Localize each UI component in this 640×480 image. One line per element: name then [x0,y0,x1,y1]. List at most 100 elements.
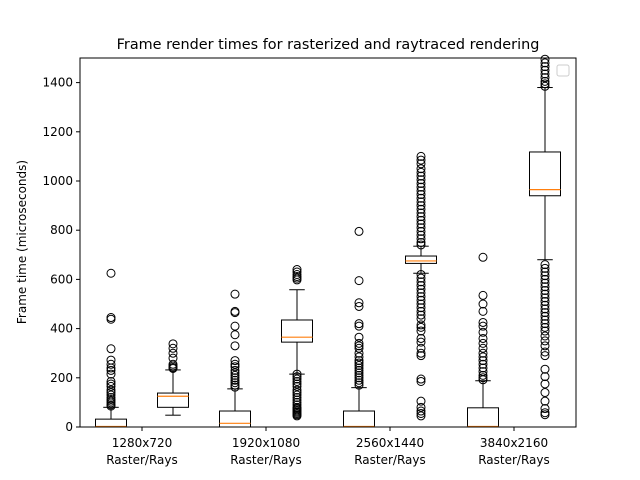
outlier-point [416,204,426,214]
outlier-point [292,369,302,379]
outlier-point [540,379,550,389]
chart-title: Frame render times for rasterized and ra… [117,37,540,53]
outlier-point [354,301,364,311]
outlier-point [354,321,364,331]
outlier-point [416,193,426,203]
outlier-point [354,363,364,373]
outlier-point [230,308,240,318]
box-iqr [157,392,189,408]
outlier-point [230,359,240,369]
outlier-point [416,310,426,320]
outlier-point [540,308,550,318]
outlier-point [354,356,364,366]
outlier-point [416,408,426,418]
outlier-point [540,54,550,64]
outlier-point [354,319,364,329]
outlier-point [416,406,426,416]
outlier-point [416,159,426,169]
outlier-point [416,299,426,309]
outlier-point [230,362,240,372]
outlier-point [354,370,364,380]
outlier-point [292,372,302,382]
outlier-point [416,226,426,236]
outlier-point [416,234,426,244]
x-tick-label-resolution: 3840x2160 [480,436,548,450]
outlier-point [354,332,364,342]
box-iqr [529,151,561,197]
outlier-point [230,289,240,299]
outlier-point [106,381,116,391]
outlier-point [540,311,550,321]
outlier-point [416,281,426,291]
outlier-point [540,81,550,91]
outlier-point [478,327,488,337]
outlier-point [540,326,550,336]
outlier-point [230,365,240,375]
outlier-point [416,343,426,353]
outlier-point [292,376,302,386]
outlier-point [540,322,550,332]
outlier-point [540,62,550,72]
outlier-point [540,289,550,299]
outlier-point [354,352,364,362]
outlier-point [416,288,426,298]
outlier-point [106,401,116,411]
x-tick-label-method: Raster/Rays [478,453,550,467]
outlier-point [416,292,426,302]
outlier-point [416,269,426,279]
outlier-point [230,375,240,385]
outlier-point [168,363,178,373]
outlier-point [540,336,550,346]
outlier-point [354,276,364,286]
outlier-point [540,396,550,406]
outlier-point [540,304,550,314]
outlier-point [354,380,364,390]
x-tick-label-method: Raster/Rays [106,453,178,467]
outlier-point [540,278,550,288]
outlier-point [168,343,178,353]
outlier-point [416,190,426,200]
outlier-point [416,351,426,361]
outlier-point [354,378,364,388]
outlier-point [416,337,426,347]
outlier-point [540,404,550,414]
outlier-point [230,368,240,378]
outlier-point [416,295,426,305]
x-tick-label-resolution: 1920x1080 [232,436,300,450]
outlier-point [106,379,116,389]
outlier-point [416,175,426,185]
box-iqr [281,319,313,343]
outlier-point [230,330,240,340]
outlier-point [292,400,302,410]
plot-frame [79,57,577,428]
outlier-point [478,333,488,343]
y-tick-label: 1400 [42,76,73,90]
outlier-point [478,321,488,331]
y-axis-label: Frame time (microseconds) [15,160,29,324]
outlier-point [540,319,550,329]
outlier-point [354,365,364,375]
outlier-point [540,297,550,307]
outlier-point [416,322,426,332]
outlier-point [106,314,116,324]
outlier-point [354,361,364,370]
outlier-point [478,343,488,353]
outlier-point [416,320,426,330]
outlier-point [540,267,550,277]
outlier-point [416,284,426,294]
outlier-point [106,268,116,278]
outlier-point [416,402,426,412]
outlier-point [416,171,426,181]
outlier-point [230,321,240,331]
outlier-point [540,285,550,295]
outlier-point [292,392,302,402]
outlier-point [416,314,426,324]
legend-box [556,64,570,77]
box-2560x1440-rays [405,151,437,421]
outlier-point [416,164,426,174]
outlier-point [478,356,488,366]
box-3840x2160-rays [529,54,561,420]
outlier-point [292,265,302,275]
outlier-point [478,306,488,316]
